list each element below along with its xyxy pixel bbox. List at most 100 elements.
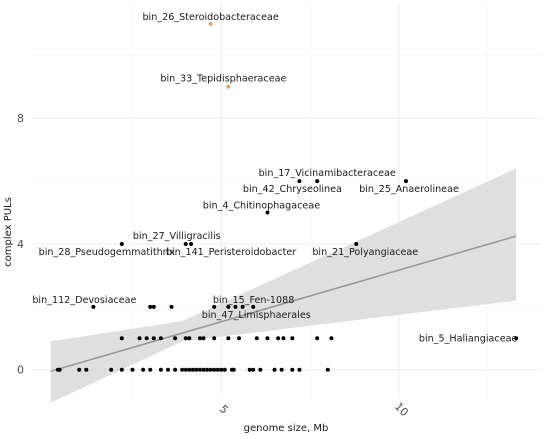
point-label: bin_112_Devosiaceae xyxy=(32,295,136,306)
y-axis-title: complex PULs xyxy=(3,197,14,267)
data-point xyxy=(119,336,124,341)
data-point xyxy=(201,367,206,372)
data-point xyxy=(144,336,149,341)
data-point xyxy=(141,367,146,372)
data-point xyxy=(205,367,210,372)
data-point xyxy=(215,367,220,372)
data-point xyxy=(137,336,142,341)
data-point xyxy=(180,367,185,372)
point-label: bin_25_Anaerolineae xyxy=(359,184,459,195)
data-point xyxy=(151,336,156,341)
labeled-data-point xyxy=(251,304,256,309)
data-point xyxy=(219,367,224,372)
point-label: bin_42_Chryseolinea xyxy=(243,184,342,195)
data-point xyxy=(297,367,302,372)
point-label: bin_141_Peristeroidobacter xyxy=(166,247,296,258)
data-point xyxy=(226,336,231,341)
trend-line xyxy=(50,235,517,373)
data-point xyxy=(109,367,114,372)
labeled-data-point xyxy=(354,241,359,246)
data-points-layer xyxy=(55,21,519,372)
data-point xyxy=(281,336,286,341)
point-label: bin_4_Chitinophagaceae xyxy=(203,201,320,212)
labeled-data-point xyxy=(226,84,231,89)
x-axis-title: genome size, Mb xyxy=(244,423,329,434)
data-point xyxy=(151,304,156,309)
data-point xyxy=(190,367,195,372)
point-label: bin_27_Villigracilis xyxy=(133,231,221,242)
data-point xyxy=(265,336,270,341)
data-point xyxy=(183,336,188,341)
data-point xyxy=(130,367,135,372)
data-point xyxy=(290,367,295,372)
data-point xyxy=(212,304,217,309)
labeled-data-point xyxy=(297,179,302,184)
y-tick-label: 8 xyxy=(17,112,24,125)
confidence-band xyxy=(50,168,517,403)
data-point xyxy=(231,367,236,372)
data-point xyxy=(329,336,334,341)
data-point xyxy=(57,367,62,372)
point-label: bin_17_Vicinamibacteraceae xyxy=(259,168,396,179)
data-point xyxy=(183,367,188,372)
data-point xyxy=(169,304,174,309)
data-point xyxy=(315,336,320,341)
data-point xyxy=(276,336,281,341)
data-point xyxy=(77,367,82,372)
labeled-data-point xyxy=(265,210,270,215)
data-point xyxy=(212,367,217,372)
y-tick-label: 4 xyxy=(17,238,24,251)
data-point xyxy=(212,336,217,341)
x-tick-label: 5 xyxy=(217,402,231,416)
labeled-data-point xyxy=(240,304,245,309)
data-point xyxy=(222,367,227,372)
labeled-data-point xyxy=(189,241,194,246)
point-label: bin_5_Haliangiaceae xyxy=(419,333,518,344)
data-point xyxy=(237,336,242,341)
y-tick-label: 0 xyxy=(17,364,24,377)
labeled-data-point xyxy=(404,179,409,184)
data-point xyxy=(272,367,277,372)
data-point xyxy=(187,336,192,341)
data-point xyxy=(226,304,231,309)
labeled-data-point xyxy=(514,336,519,341)
point-label: bin_33_Tepidisphaeraceae xyxy=(160,74,286,85)
point-label: bin_47_Limisphaerales xyxy=(202,310,311,321)
data-point xyxy=(233,304,238,309)
data-point xyxy=(158,336,163,341)
data-point xyxy=(279,367,284,372)
data-point xyxy=(251,367,256,372)
point-labels-layer: bin_26_Steroidobacteraceae bin_33_Tepidis… xyxy=(32,12,517,344)
labeled-data-point xyxy=(119,241,124,246)
data-point xyxy=(197,367,202,372)
data-point xyxy=(208,367,213,372)
point-label: bin_15_Fen-1088 xyxy=(213,295,295,306)
labeled-data-point xyxy=(183,241,188,246)
point-label: bin_21_Polyangiaceae xyxy=(312,247,418,258)
data-point xyxy=(290,336,295,341)
data-point xyxy=(254,336,259,341)
data-point xyxy=(158,367,163,372)
data-point xyxy=(194,367,199,372)
data-point xyxy=(119,367,124,372)
data-point xyxy=(173,336,178,341)
point-label: bin_28_Pseudogemmatithrix xyxy=(39,247,176,258)
data-point xyxy=(201,336,206,341)
data-point xyxy=(258,367,263,372)
confidence-band-layer xyxy=(50,168,517,403)
data-point xyxy=(197,336,202,341)
labeled-data-point xyxy=(315,179,320,184)
data-point xyxy=(187,367,192,372)
x-tick-label: 10 xyxy=(392,400,411,419)
data-point xyxy=(173,367,178,372)
data-point xyxy=(247,367,252,372)
data-point xyxy=(148,304,153,309)
data-point xyxy=(148,367,153,372)
data-point xyxy=(325,367,330,372)
labeled-data-point xyxy=(91,304,96,309)
data-point xyxy=(84,367,89,372)
data-point xyxy=(165,367,170,372)
trend-line-layer xyxy=(50,235,517,373)
point-label: bin_26_Steroidobacteraceae xyxy=(142,12,278,23)
